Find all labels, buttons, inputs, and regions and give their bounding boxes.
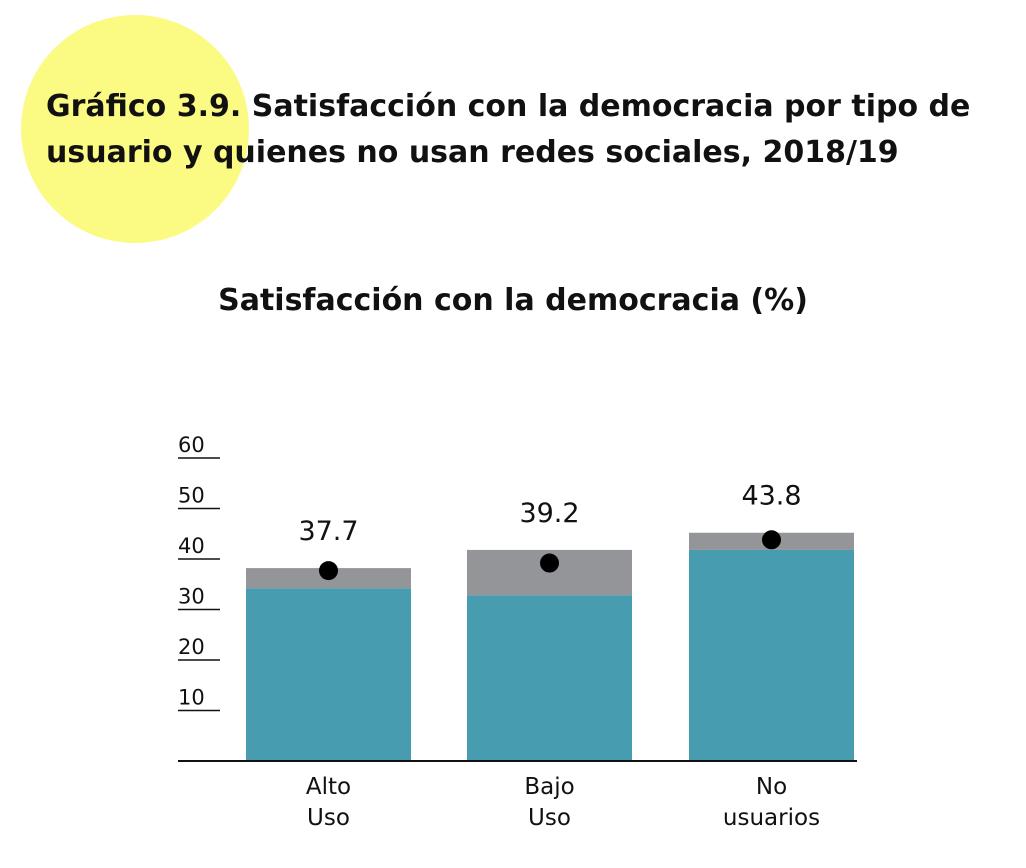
category-label: Uso	[307, 805, 350, 831]
chart-title: Satisfacción con la democracia (%)	[218, 283, 808, 318]
bar	[689, 549, 854, 761]
y-tick-label: 40	[178, 534, 205, 558]
value-label: 37.7	[298, 516, 358, 547]
bar	[246, 588, 411, 761]
bars-group: 37.7 39.2 43.8	[246, 481, 854, 761]
y-axis: 10 20 30 40 50 60	[178, 433, 220, 712]
x-axis: Alto Uso Bajo Uso No usuarios	[178, 760, 857, 831]
y-tick-label: 10	[178, 686, 205, 710]
value-label: 39.2	[519, 498, 579, 529]
point-estimate	[762, 530, 781, 550]
y-tick-label: 30	[178, 585, 205, 609]
value-label: 43.8	[741, 481, 801, 512]
figure-title: Gráfico 3.9. Satisfacción con la democra…	[46, 84, 1016, 176]
category-label: Uso	[528, 805, 571, 831]
figure-number: Gráfico 3.9.	[46, 89, 242, 124]
point-estimate	[319, 561, 338, 581]
y-tick-label: 50	[178, 484, 205, 508]
category-label: usuarios	[723, 805, 820, 831]
y-tick-label: 60	[178, 433, 205, 457]
point-estimate	[540, 553, 559, 573]
bar	[467, 595, 632, 761]
highlight-circle	[21, 15, 249, 243]
category-label: Bajo	[524, 774, 574, 800]
y-tick-label: 20	[178, 635, 205, 659]
category-label: No	[756, 774, 787, 800]
figure-title-text: Satisfacción con la democracia por tipo …	[46, 89, 971, 170]
category-label: Alto	[306, 774, 351, 800]
